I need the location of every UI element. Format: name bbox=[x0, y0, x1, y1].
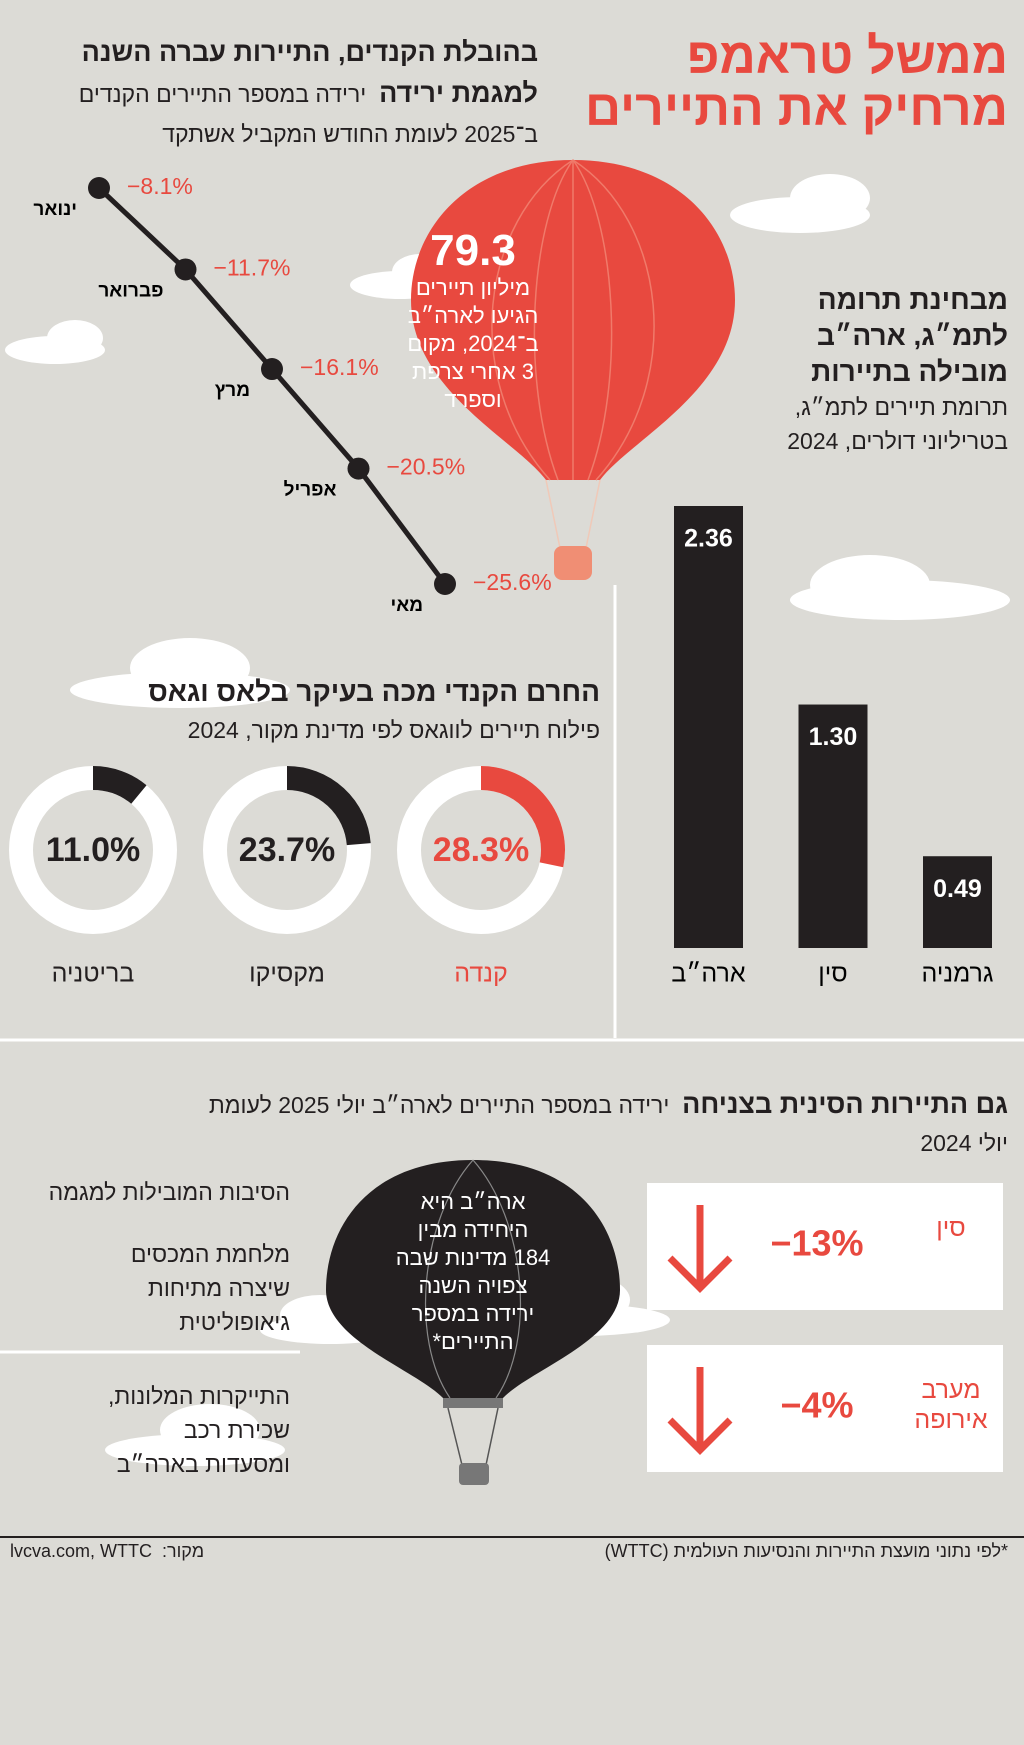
change-box bbox=[647, 1183, 1003, 1310]
balloon-line: וספרד bbox=[444, 387, 502, 412]
line-subtitle: ירידה במספר התיירים הקנדים ב־2025 לעומת … bbox=[78, 81, 538, 147]
balloon-line: ב־2024, מקום bbox=[407, 331, 539, 356]
value-label: −16.1% bbox=[300, 354, 379, 380]
point bbox=[347, 457, 370, 480]
balloon-line: צפויה השנה bbox=[418, 1273, 528, 1298]
footnote: *לפי נתוני מועצת התיירות והנסיעות העולמי… bbox=[604, 1541, 1008, 1561]
balloon-line: התיירים* bbox=[432, 1329, 514, 1354]
title-line: מרחיק את התיירים bbox=[585, 80, 1008, 136]
point bbox=[174, 258, 197, 281]
change-title: גם התיירות הסינית בצניחה bbox=[682, 1089, 1008, 1119]
bar bbox=[674, 506, 743, 948]
donut-arc bbox=[480, 766, 565, 868]
value-label: 1.30 bbox=[809, 723, 858, 751]
change-subtitle: ירידה במספר התיירים לארה״ב יולי 2025 לעו… bbox=[208, 1092, 1008, 1156]
dividers bbox=[0, 585, 1024, 1354]
bar-subtitle: תרומת תיירים לתמ״ג, בטריליוני דולרים, 20… bbox=[787, 394, 1008, 454]
category-label: מקסיקו bbox=[249, 960, 325, 988]
reasons-title: הסיבות המובילות למגמה bbox=[48, 1179, 290, 1205]
value-label: −25.6% bbox=[473, 569, 552, 595]
value-label: −8.1% bbox=[127, 173, 193, 199]
line-heading: בהובלת הקנדים, התיירות עברה השנה למגמת י… bbox=[10, 32, 538, 154]
line-title: בהובלת הקנדים, התיירות עברה השנה למגמת י… bbox=[81, 37, 538, 108]
source: מקור: lvcva.com, WTTC bbox=[10, 1541, 204, 1562]
bar-title: מבחינת תרומה לתמ״ג, ארה״ב מובילה בתיירות bbox=[811, 284, 1008, 387]
reason: התייקרות המלונות, שכירת רכב ומסעדות בארה״ב bbox=[10, 1379, 290, 1481]
value-label: 0.49 bbox=[933, 875, 982, 903]
category-label: מרץ bbox=[215, 380, 250, 401]
value-label: 23.7% bbox=[239, 831, 335, 869]
main-title: ממשל טראמפ מרחיק את התיירים bbox=[585, 30, 1008, 134]
category-label: ינואר bbox=[33, 199, 77, 220]
balloon-text: 79.3 מיליון תיירים הגיעו לארה״ב ב־2024, מק… bbox=[373, 228, 573, 414]
balloon-line: ירידה במספר bbox=[411, 1301, 535, 1326]
category-label: קנדה bbox=[454, 960, 507, 988]
category-label: בריטניה bbox=[52, 960, 135, 988]
category-label: אפריל bbox=[284, 480, 337, 501]
arrow bbox=[667, 1205, 733, 1293]
category-label: פברואר bbox=[98, 280, 163, 301]
arrow bbox=[667, 1367, 733, 1455]
reasons: הסיבות המובילות למגמה מלחמת המכסים שיצרה … bbox=[10, 1175, 290, 1481]
black-balloon bbox=[326, 1159, 620, 1485]
red-balloon bbox=[411, 159, 735, 580]
bar-heading: מבחינת תרומה לתמ״ג, ארה״ב מובילה בתיירות… bbox=[758, 282, 1008, 458]
value-label: 11.0% bbox=[46, 831, 141, 869]
category-label: ארה״ב bbox=[671, 960, 745, 988]
reason-line: מלחמת המכסים bbox=[130, 1241, 290, 1267]
value-label: −20.5% bbox=[387, 454, 466, 480]
balloon-line: מיליון תיירים bbox=[415, 275, 531, 300]
bar bbox=[798, 704, 868, 948]
reason: מלחמת המכסים שיצרה מתיחות גיאופוליטית bbox=[10, 1237, 290, 1339]
balloon-line: 184 מדינות שבה bbox=[395, 1245, 551, 1270]
balloon-line: הגיעו לארה״ב bbox=[407, 303, 539, 328]
title-line: ממשל טראמפ bbox=[686, 28, 1008, 84]
source-text: lvcva.com, WTTC bbox=[10, 1541, 152, 1561]
donut-arc bbox=[92, 766, 147, 805]
value-label: −11.7% bbox=[214, 255, 291, 281]
balloon-line: ארה״ב היא bbox=[420, 1189, 526, 1214]
point bbox=[88, 177, 110, 199]
category-label: גרמניה bbox=[922, 960, 994, 988]
balloon-line: היחידה מבין bbox=[417, 1217, 529, 1242]
donut-heading: החרם הקנדי מכה בעיקר בלאס וגאס פילוח תיי… bbox=[0, 672, 600, 748]
black-balloon-text: ארה״ב היא היחידה מבין 184 מדינות שבה צפויה … bbox=[373, 1188, 573, 1356]
bar bbox=[923, 856, 992, 948]
balloon-number: 79.3 bbox=[430, 226, 516, 275]
value-label: 2.36 bbox=[684, 525, 733, 553]
category-label: סין bbox=[818, 960, 847, 988]
reason-line: שכירת רכב bbox=[183, 1417, 290, 1443]
balloon-line: 3 אחרי צרפת bbox=[412, 359, 534, 384]
reason-line: התייקרות המלונות, bbox=[107, 1383, 290, 1409]
point bbox=[434, 573, 456, 595]
value-label: 28.3% bbox=[433, 831, 529, 869]
category-label: סין bbox=[936, 1214, 966, 1242]
value-label: −13% bbox=[770, 1223, 863, 1264]
reason-line: גיאופוליטית bbox=[179, 1309, 290, 1335]
source-label: מקור: bbox=[162, 1541, 205, 1561]
donut-arc bbox=[286, 766, 371, 846]
change-heading: גם התיירות הסינית בצניחה ירידה במספר התי… bbox=[188, 1085, 1008, 1162]
category-label: מאי bbox=[391, 595, 424, 616]
category-label: מערב אירופה bbox=[914, 1376, 988, 1434]
reason-line: ומסעדות בארה״ב bbox=[116, 1451, 290, 1477]
change-box bbox=[647, 1345, 1003, 1472]
donut-title: החרם הקנדי מכה בעיקר בלאס וגאס bbox=[148, 676, 600, 707]
reason-line: שיצרה מתיחות bbox=[147, 1275, 290, 1301]
point bbox=[261, 358, 283, 381]
value-label: −4% bbox=[780, 1385, 853, 1426]
donut-subtitle: פילוח תיירים לווגאס לפי מדינת מקור, 2024 bbox=[187, 717, 600, 743]
